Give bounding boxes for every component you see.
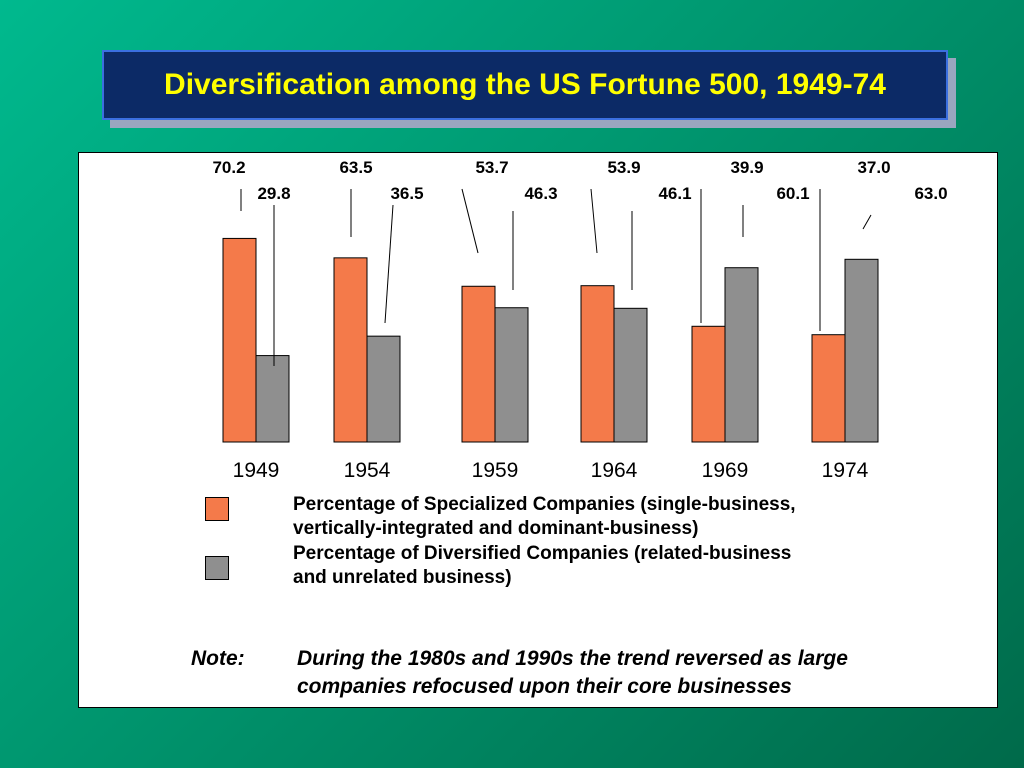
legend-swatch-diversified (205, 556, 229, 580)
data-label-diversified-1969: 60.1 (776, 184, 809, 203)
x-tick-label-1969: 1969 (702, 459, 749, 482)
note-label: Note: (191, 647, 245, 670)
bar-diversified-1959 (494, 307, 529, 443)
bar-specialized-1964 (580, 285, 615, 443)
x-tick-label-1974: 1974 (822, 459, 869, 482)
leader-line-diversified-1974 (862, 214, 872, 230)
data-label-specialized-1959: 53.7 (475, 158, 508, 177)
bar-chart: 70.2 29.8 1949 63.5 36.5 1954 53.7 46.3 1959 53.9… (212, 158, 947, 482)
bar-diversified-1974 (844, 258, 879, 443)
data-label-specialized-1969: 39.9 (730, 158, 763, 177)
legend-label-specialized: Percentage of Specialized Companies (sin… (293, 494, 796, 539)
bar-specialized-1959 (461, 285, 496, 443)
leader-line-diversified-1954 (384, 204, 394, 324)
data-label-diversified-1959: 46.3 (524, 184, 557, 203)
data-label-diversified-1949: 29.8 (257, 184, 290, 203)
note-text: During the 1980s and 1990s the trend rev… (297, 647, 848, 698)
data-label-specialized-1964: 53.9 (607, 158, 640, 177)
bar-diversified-1949 (255, 355, 290, 443)
data-label-diversified-1954: 36.5 (390, 184, 423, 203)
legend-label-diversified: Percentage of Diversified Companies (rel… (293, 543, 792, 588)
bar-specialized-1969 (691, 325, 726, 443)
x-tick-label-1949: 1949 (233, 459, 280, 482)
bar-diversified-1969 (724, 267, 759, 443)
bar-specialized-1949 (222, 237, 257, 443)
x-tick-label-1964: 1964 (591, 459, 638, 482)
slide-title: Diversification among the US Fortune 500… (164, 68, 886, 101)
leader-line-specialized-1964 (590, 188, 598, 254)
title-banner: Diversification among the US Fortune 500… (102, 50, 948, 120)
data-label-specialized-1974: 37.0 (857, 158, 890, 177)
data-label-diversified-1964: 46.1 (658, 184, 691, 203)
bar-specialized-1954 (333, 257, 368, 443)
leader-line-specialized-1959 (461, 188, 479, 254)
chart-panel: 70.2 29.8 1949 63.5 36.5 1954 53.7 46.3 1959 53.9… (78, 152, 998, 708)
data-label-diversified-1974: 63.0 (914, 184, 947, 203)
legend-swatch-specialized (205, 497, 229, 521)
bar-diversified-1964 (613, 307, 648, 443)
x-tick-label-1954: 1954 (344, 459, 391, 482)
x-tick-label-1959: 1959 (472, 459, 519, 482)
data-label-specialized-1954: 63.5 (339, 158, 372, 177)
data-label-specialized-1949: 70.2 (212, 158, 245, 177)
bar-diversified-1954 (366, 335, 401, 443)
bar-specialized-1974 (811, 334, 846, 443)
